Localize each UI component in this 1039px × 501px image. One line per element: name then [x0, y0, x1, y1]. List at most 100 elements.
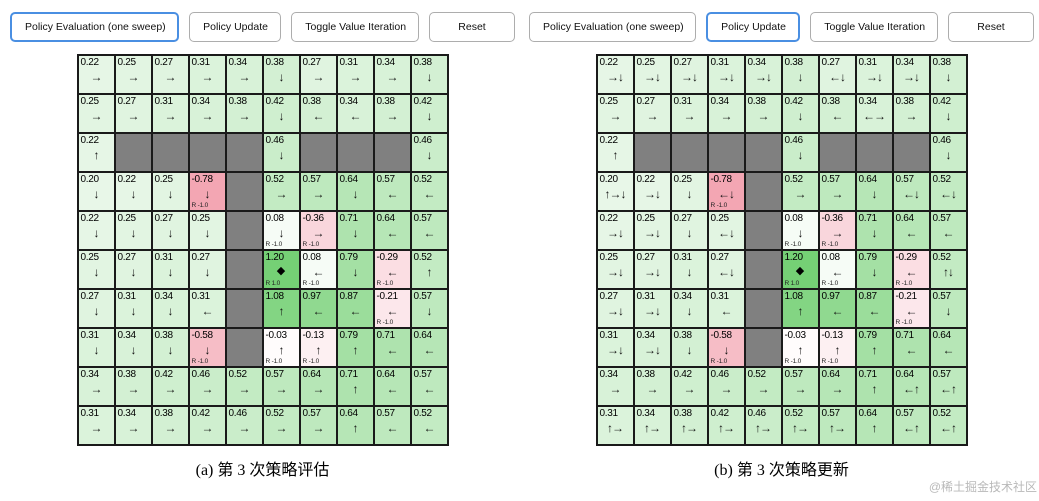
- policy-arrow-icon: ↓: [93, 304, 100, 318]
- policy-arrow-icon: ←: [942, 226, 955, 240]
- grid-cell: -0.78 ←↓ R -1.0: [707, 172, 745, 211]
- grid-cell: 0.27 ↓: [151, 211, 189, 250]
- grid-cell: 0.22 →↓: [596, 211, 634, 250]
- grid-cell: 0.34 →: [188, 94, 226, 133]
- grid-cell: 0.34 →: [225, 55, 263, 94]
- grid-cell: -0.29 ← R -1.0: [373, 250, 411, 289]
- policy-arrow-icon: ↓: [871, 187, 878, 201]
- cell-value: 0.34: [895, 57, 915, 68]
- grid-cell: 1.08 ↑: [262, 289, 300, 328]
- cell-value: 0.25: [80, 96, 100, 107]
- grid-cell: 0.52 ↑: [410, 250, 448, 289]
- policy-arrow-icon: ↑: [797, 304, 804, 318]
- grid-cell: 0.64 ←: [892, 211, 930, 250]
- cell-value: 0.42: [932, 96, 952, 107]
- cell-value: 0.31: [636, 291, 656, 302]
- policy-arrow-icon: ←: [312, 109, 325, 123]
- policy-arrow-icon: ↓: [204, 187, 211, 201]
- policy-arrow-icon: ↑: [834, 343, 841, 357]
- grid-cell: 0.22 →: [77, 55, 115, 94]
- cell-value: 0.34: [710, 96, 730, 107]
- grid-cell: 0.38 →: [633, 367, 671, 406]
- policy-arrow-icon: →: [164, 382, 177, 396]
- wall-cell: [855, 133, 893, 172]
- button-policy-evaluation-one-sweep[interactable]: Policy Evaluation (one sweep): [10, 12, 180, 42]
- button-toggle-value-iteration[interactable]: Toggle Value Iteration: [810, 12, 938, 42]
- policy-arrow-icon: →: [831, 187, 844, 201]
- grid-cell: 0.25 →: [596, 94, 634, 133]
- grid-cell: 0.57 ↑→: [818, 406, 856, 445]
- grid-cell: 0.27 ↓: [77, 289, 115, 328]
- cell-value: 0.27: [154, 213, 174, 224]
- policy-arrow-icon: ↓: [945, 70, 952, 84]
- grid-cell: 0.25 ↓: [188, 211, 226, 250]
- cell-value: 0.34: [228, 57, 248, 68]
- cell-value: 0.57: [376, 408, 396, 419]
- cell-value: 0.52: [932, 252, 952, 263]
- policy-arrow-icon: ←: [423, 226, 436, 240]
- cell-value: 0.64: [858, 408, 878, 419]
- policy-arrow-icon: →: [646, 109, 659, 123]
- grid-cell: 0.27 ←↓: [707, 250, 745, 289]
- policy-arrow-icon: ←: [831, 304, 844, 318]
- grid-cell: 0.34 ↓: [151, 289, 189, 328]
- grid-cell: 0.79 ↑: [336, 328, 374, 367]
- cell-value: 0.38: [895, 96, 915, 107]
- grid-cell: 0.34 ↑→: [633, 406, 671, 445]
- grid-cell: 0.52 →: [744, 367, 782, 406]
- cell-value: 0.31: [80, 330, 100, 341]
- wall-cell: [818, 133, 856, 172]
- grid-cell: 0.31 →: [336, 55, 374, 94]
- cell-value: 0.71: [339, 213, 359, 224]
- grid-cell: 0.42 ↓: [262, 94, 300, 133]
- cell-value: 0.71: [858, 213, 878, 224]
- grid-cell: 0.42 ↓: [929, 94, 967, 133]
- grid-cell: 0.57 →: [299, 406, 337, 445]
- cell-value: -0.78: [710, 174, 733, 185]
- button-policy-update[interactable]: Policy Update: [189, 12, 282, 42]
- button-reset[interactable]: Reset: [429, 12, 515, 42]
- policy-arrow-icon: →: [90, 421, 103, 435]
- policy-arrow-icon: ↓: [130, 265, 137, 279]
- policy-arrow-icon: ←↓: [718, 226, 735, 240]
- grid-cell: 0.27 ←↓: [818, 55, 856, 94]
- cell-value: 0.25: [117, 57, 137, 68]
- button-reset[interactable]: Reset: [948, 12, 1034, 42]
- grid-cell: 0.31 →↓: [855, 55, 893, 94]
- button-policy-update[interactable]: Policy Update: [706, 12, 801, 42]
- grid-cell: 0.64 ↓: [336, 172, 374, 211]
- policy-arrow-icon: →: [127, 421, 140, 435]
- cell-value: 0.46: [191, 369, 211, 380]
- grid-cell: 0.57 →: [818, 172, 856, 211]
- grid-cell: 0.31 →: [77, 406, 115, 445]
- grid-cell: 0.57 →: [781, 367, 819, 406]
- policy-arrow-icon: ↓: [352, 187, 359, 201]
- cell-value: 0.87: [339, 291, 359, 302]
- reward-label: R -1.0: [265, 241, 283, 248]
- grid-cell: 0.87 ←: [336, 289, 374, 328]
- policy-arrow-icon: ↓: [426, 70, 433, 84]
- grid-cell: 0.31 ←: [707, 289, 745, 328]
- policy-arrow-icon: ↓: [278, 226, 285, 240]
- cell-value: 0.38: [154, 330, 174, 341]
- grid-cell: 0.22 →↓: [633, 172, 671, 211]
- cell-value: 0.46: [784, 135, 804, 146]
- grid-cell: -0.36 → R -1.0: [299, 211, 337, 250]
- cell-value: 0.27: [821, 57, 841, 68]
- policy-arrow-icon: →↓: [607, 70, 624, 84]
- reward-label: R -1.0: [895, 319, 913, 326]
- policy-arrow-icon: ←: [386, 187, 399, 201]
- button-policy-evaluation-one-sweep[interactable]: Policy Evaluation (one sweep): [529, 12, 697, 42]
- cell-value: 0.34: [376, 57, 396, 68]
- cell-value: -0.13: [302, 330, 325, 341]
- grid-cell: 0.64 ←: [410, 328, 448, 367]
- cell-value: 0.52: [784, 174, 804, 185]
- policy-arrow-icon: →: [312, 226, 325, 240]
- grid-cell: 0.31 ↓: [670, 250, 708, 289]
- policy-arrow-icon: ↓: [426, 148, 433, 162]
- policy-arrow-icon: ←: [868, 304, 881, 318]
- grid-cell: 0.27 ↓: [114, 250, 152, 289]
- button-toggle-value-iteration[interactable]: Toggle Value Iteration: [291, 12, 419, 42]
- cell-value: 0.57: [413, 291, 433, 302]
- grid-cell: 0.42 →: [670, 367, 708, 406]
